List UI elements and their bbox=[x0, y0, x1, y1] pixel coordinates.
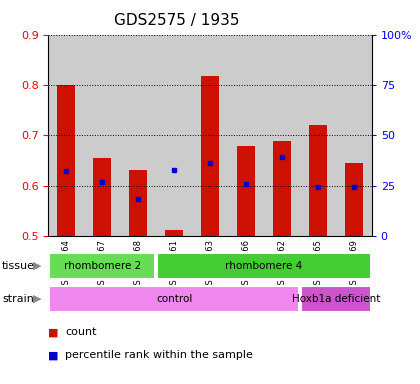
Bar bbox=[157, 253, 371, 279]
Text: ■: ■ bbox=[48, 350, 59, 360]
Bar bbox=[129, 170, 147, 236]
Bar bbox=[49, 253, 155, 279]
Text: Hoxb1a deficient: Hoxb1a deficient bbox=[291, 293, 380, 304]
Bar bbox=[48, 35, 84, 236]
Bar bbox=[301, 286, 371, 311]
Text: rhombomere 2: rhombomere 2 bbox=[63, 261, 141, 271]
Text: control: control bbox=[156, 293, 192, 304]
Bar bbox=[345, 163, 363, 236]
Bar bbox=[84, 35, 120, 236]
Bar bbox=[49, 286, 299, 311]
Text: rhombomere 4: rhombomere 4 bbox=[225, 261, 302, 271]
Text: ■: ■ bbox=[48, 327, 59, 337]
Text: count: count bbox=[65, 327, 97, 337]
Bar bbox=[309, 125, 327, 236]
Text: ▶: ▶ bbox=[33, 261, 41, 271]
Bar bbox=[237, 146, 255, 236]
Text: ▶: ▶ bbox=[33, 294, 41, 304]
Bar bbox=[165, 230, 183, 236]
Bar bbox=[192, 35, 228, 236]
Bar bbox=[57, 85, 75, 236]
Text: strain: strain bbox=[2, 294, 34, 304]
Bar bbox=[201, 76, 219, 236]
Bar bbox=[156, 35, 192, 236]
Bar bbox=[228, 35, 264, 236]
Bar bbox=[273, 141, 291, 236]
Bar bbox=[300, 35, 336, 236]
Text: GDS2575 / 1935: GDS2575 / 1935 bbox=[114, 13, 239, 28]
Bar bbox=[336, 35, 372, 236]
Bar bbox=[93, 158, 111, 236]
Bar bbox=[264, 35, 300, 236]
Text: percentile rank within the sample: percentile rank within the sample bbox=[65, 350, 253, 360]
Bar bbox=[120, 35, 156, 236]
Text: tissue: tissue bbox=[2, 261, 35, 271]
